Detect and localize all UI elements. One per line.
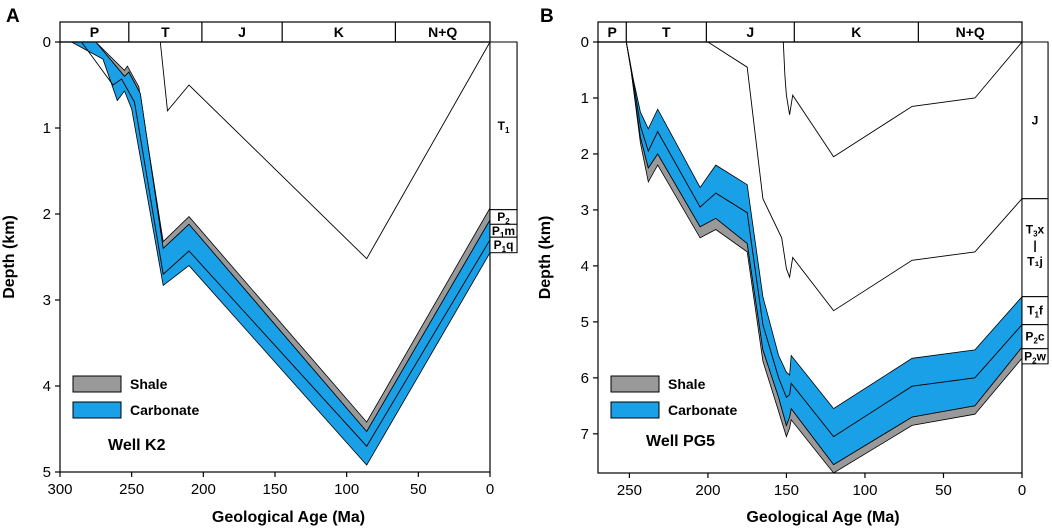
x-tick-label: 200 (695, 482, 720, 499)
panel-label: A (6, 6, 20, 27)
x-tick-label: 50 (410, 481, 427, 498)
legend-swatch-shale (72, 375, 122, 393)
well-name: Well PG5 (646, 433, 715, 450)
legend-label-shale: Shale (668, 376, 706, 392)
strata-label: T1 (498, 119, 510, 135)
x-tick-label: 250 (119, 481, 144, 498)
legend-swatch-carbonate (72, 401, 122, 419)
y-tick-label: 1 (581, 90, 589, 107)
panel-b: B P T J K N+Q 0 1 2 3 4 5 6 7 250 200 150 100 50 0 Geologica… (537, 6, 1049, 526)
period-label: T (161, 24, 170, 40)
y-tick-label: 2 (43, 206, 51, 223)
strata-divider-mark: | (1033, 239, 1036, 253)
panel-label: B (540, 6, 554, 27)
burial-line (707, 41, 1023, 312)
x-tick-label: 100 (334, 481, 359, 498)
legend-swatch-shale (610, 375, 660, 393)
y-tick-label: 5 (581, 314, 589, 331)
period-label: P (607, 24, 616, 40)
x-tick-label: 150 (774, 482, 799, 499)
x-tick-label: 0 (486, 481, 494, 498)
plot-frame (59, 41, 491, 473)
strata-label: P2c (1025, 330, 1044, 346)
x-tick-label: 250 (617, 482, 642, 499)
y-tick-label: 3 (43, 292, 51, 309)
y-axis-label: Depth (km) (537, 216, 554, 300)
well-name: Well K2 (108, 437, 166, 454)
burial-line (159, 41, 491, 260)
carbonate-inner-line (625, 41, 1023, 438)
x-tick-label: 200 (191, 481, 216, 498)
period-label: J (238, 24, 246, 40)
y-tick-label: 2 (581, 146, 589, 163)
strata-cell (1021, 41, 1049, 200)
y-tick-label: 6 (581, 370, 589, 387)
strata-label: T₁j (1027, 255, 1043, 269)
x-tick-label: 100 (852, 482, 877, 499)
strata-cell (1021, 296, 1049, 326)
x-tick-label: 300 (47, 481, 72, 498)
strata-label: P1m (492, 224, 515, 240)
period-label: N+Q (428, 24, 457, 40)
x-axis-label: Geological Age (Ma) (746, 509, 899, 526)
period-label: N+Q (956, 24, 985, 40)
strata-label: T3x (1026, 223, 1045, 239)
strata-label: T1f (1027, 304, 1044, 320)
period-label: T (662, 24, 671, 40)
x-axis-label: Geological Age (Ma) (212, 509, 365, 526)
x-tick-label: 150 (262, 481, 287, 498)
y-tick-label: 4 (43, 378, 51, 395)
period-label: P (90, 24, 99, 40)
legend-swatch-carbonate (610, 401, 660, 419)
strata-cell (1021, 348, 1049, 365)
y-tick-label: 3 (581, 202, 589, 219)
carbonate-inner-line (81, 41, 491, 447)
strata-label: P2w (1024, 349, 1046, 365)
burial-line (782, 41, 1023, 158)
y-tick-label: 5 (43, 464, 51, 481)
strata-cell (489, 236, 518, 254)
y-tick-label: 1 (43, 120, 51, 137)
y-tick-label: 0 (43, 34, 51, 51)
period-label: J (746, 24, 754, 40)
legend-label-carbonate: Carbonate (668, 402, 737, 418)
strata-cell (1021, 324, 1049, 350)
y-tick-label: 4 (581, 258, 589, 275)
strata-label: J (1032, 113, 1039, 127)
legend-label-shale: Shale (130, 376, 168, 392)
legend-label-carbonate: Carbonate (130, 402, 199, 418)
strata-cell (1021, 198, 1049, 298)
period-label: K (851, 24, 861, 40)
x-tick-label: 0 (1018, 482, 1026, 499)
period-band (59, 21, 491, 43)
strata-label: P2 (497, 210, 510, 226)
x-tick-label: 50 (935, 482, 952, 499)
y-tick-label: 0 (581, 34, 589, 51)
y-tick-label: 7 (581, 426, 589, 443)
y-axis-label: Depth (km) (1, 215, 18, 299)
period-label: K (334, 24, 344, 40)
strata-label: P1q (494, 238, 514, 254)
